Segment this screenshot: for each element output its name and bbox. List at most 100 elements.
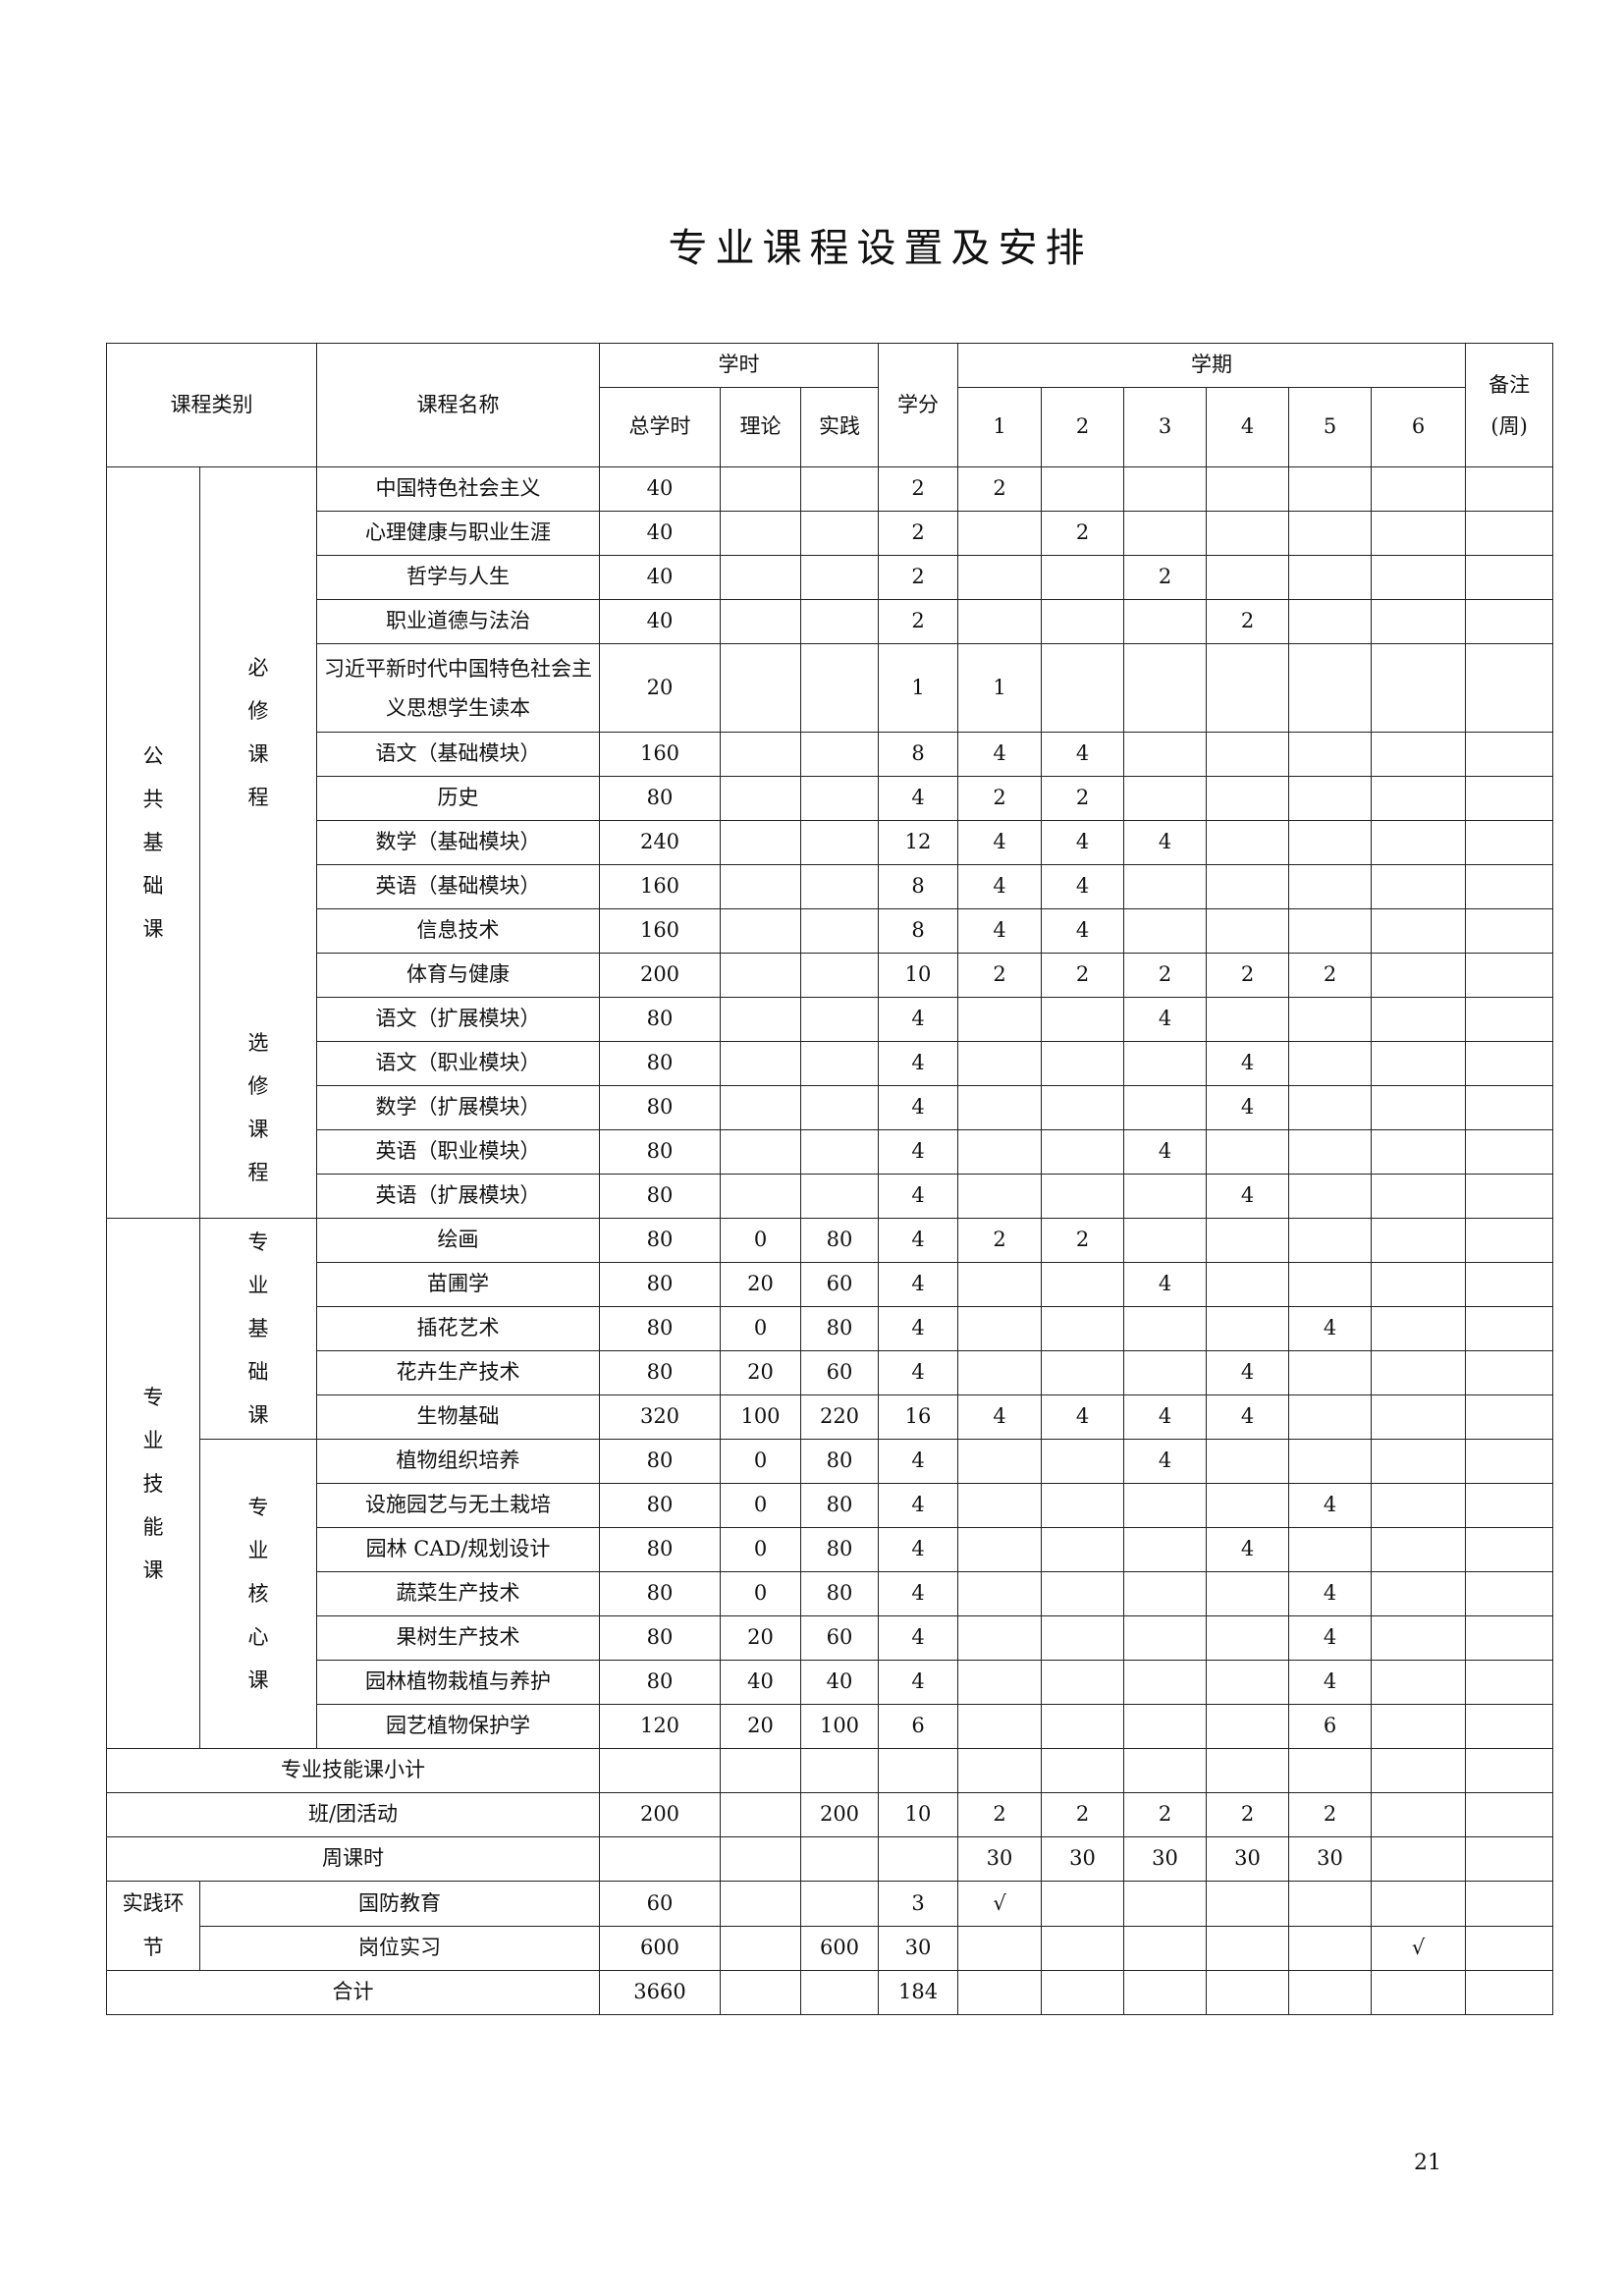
group-professional-core: 专业核心课 [199,1439,317,1749]
theory-hours-cell [720,820,801,865]
semester-5-cell [1288,1262,1373,1307]
total-hours-cell: 320 [599,1394,721,1440]
semester-6-cell [1371,1970,1467,2015]
practice-hours-cell: 80 [799,1218,880,1263]
course-name-cell: 园艺植物保护学 [316,1704,600,1749]
semester-4-cell [1206,1439,1290,1484]
semester-5-cell: 2 [1288,953,1373,998]
note-cell [1465,1925,1554,1971]
semester-1-cell [957,1704,1043,1749]
semester-2-cell [1041,997,1125,1042]
note-cell [1465,1836,1554,1882]
semester-2-cell: 2 [1041,511,1125,556]
course-name-cell: 园林植物栽植与养护 [316,1660,600,1705]
group-professional-skill-label: 专业技能课 [142,1385,164,1582]
note-cell [1465,1881,1554,1927]
summary-label-cell: 班/团活动 [106,1792,600,1837]
semester-5-cell [1288,1527,1373,1572]
semester-4-cell [1206,1660,1290,1705]
credits-cell: 4 [878,1174,959,1219]
practice-hours-cell: 80 [799,1571,880,1616]
semester-4-cell: 2 [1206,953,1290,998]
theory-hours-cell [720,1085,801,1130]
semester-3-cell [1123,1306,1208,1351]
table-row: 数学（扩展模块） 80 4 4 [107,1085,1554,1130]
course-name-cell: 插花艺术 [316,1306,600,1351]
semester-5-cell [1288,1041,1373,1086]
semester-2-cell: 2 [1041,1218,1125,1263]
semester-4-cell [1206,643,1290,733]
course-name-cell: 职业道德与法治 [316,599,600,644]
semester-3-cell [1123,1704,1208,1749]
total-hours-cell: 80 [599,1174,721,1219]
theory-hours-cell [720,1129,801,1175]
theory-hours-cell [720,1041,801,1086]
header-category: 课程类别 [106,343,317,467]
table-row: 习近平新时代中国特色社会主义思想学生读本 20 1 1 [107,643,1554,733]
note-cell [1465,511,1554,556]
course-name-cell: 历史 [316,776,600,821]
theory-hours-cell: 0 [720,1306,801,1351]
semester-6-cell [1371,1085,1467,1130]
practice-hours-cell: 80 [799,1439,880,1484]
semester-4-cell [1206,732,1290,777]
table-row: 园艺植物保护学 120 20 100 6 6 [107,1704,1554,1749]
semester-6-cell [1371,511,1467,556]
total-hours-cell: 160 [599,864,721,909]
semester-5-cell: 4 [1288,1571,1373,1616]
semester-4-cell [1206,820,1290,865]
group-required-label: 必修课程 [247,655,269,809]
semester-5-cell [1288,1350,1373,1395]
semester-2-cell [1041,1306,1125,1351]
course-name-cell: 英语（扩展模块） [316,1174,600,1219]
semester-2-cell [1041,1660,1125,1705]
practice-hours-cell: 80 [799,1483,880,1528]
semester-1-cell: 4 [957,1394,1043,1440]
summary-row: 周课时 30 30 30 30 30 [106,1836,1554,1882]
header-note-unit: (周) [1490,413,1528,438]
table-row: 插花艺术 80 0 80 4 4 [107,1306,1554,1351]
semester-4-cell [1206,1970,1290,2015]
total-label-cell: 合计 [106,1970,600,2015]
semester-5-cell [1288,643,1373,733]
course-name-cell: 哲学与人生 [316,555,600,600]
summary-row: 专业技能课小计 [106,1748,1554,1793]
table-row: 历史 80 4 2 2 [107,776,1554,821]
header-note: 备注 (周) [1465,343,1554,467]
header-semester-5: 5 [1288,387,1373,467]
total-hours-cell: 40 [599,466,721,512]
semester-5-cell [1288,864,1373,909]
theory-hours-cell: 0 [720,1439,801,1484]
course-name-cell: 心理健康与职业生涯 [316,511,600,556]
total-hours-cell: 80 [599,1527,721,1572]
total-hours-cell [599,1748,721,1793]
theory-hours-cell [720,953,801,998]
header-theory: 理论 [720,387,801,467]
course-name-cell: 岗位实习 [199,1925,600,1971]
practice-hours-cell: 60 [799,1615,880,1661]
course-schedule-table: 课程类别 课程名称 学时 学分 学期 备注 (周) 总学时 理论 实践 1 2 … [106,343,1554,2015]
note-cell [1465,953,1554,998]
group-elective-label: 选修课程 [247,1030,269,1184]
note-cell [1465,1483,1554,1528]
theory-hours-cell: 20 [720,1350,801,1395]
credits-cell: 4 [878,1660,959,1705]
theory-hours-cell [720,555,801,600]
semester-2-cell [1041,1748,1125,1793]
semester-6-cell [1371,1483,1467,1528]
semester-6-cell [1371,864,1467,909]
note-cell [1465,1350,1554,1395]
theory-hours-cell: 0 [720,1527,801,1572]
table-row: 苗圃学 80 20 60 4 4 [107,1262,1554,1307]
semester-3-cell [1123,511,1208,556]
semester-4-cell: 4 [1206,1041,1290,1086]
theory-hours-cell [720,908,801,954]
course-name-cell: 绘画 [316,1218,600,1263]
note-cell [1465,1970,1554,2015]
semester-5-cell [1288,1881,1373,1927]
note-cell [1465,643,1554,733]
semester-2-cell [1041,1085,1125,1130]
credits-cell: 4 [878,1306,959,1351]
header-semester-3: 3 [1123,387,1208,467]
course-name-cell: 数学（基础模块） [316,820,600,865]
